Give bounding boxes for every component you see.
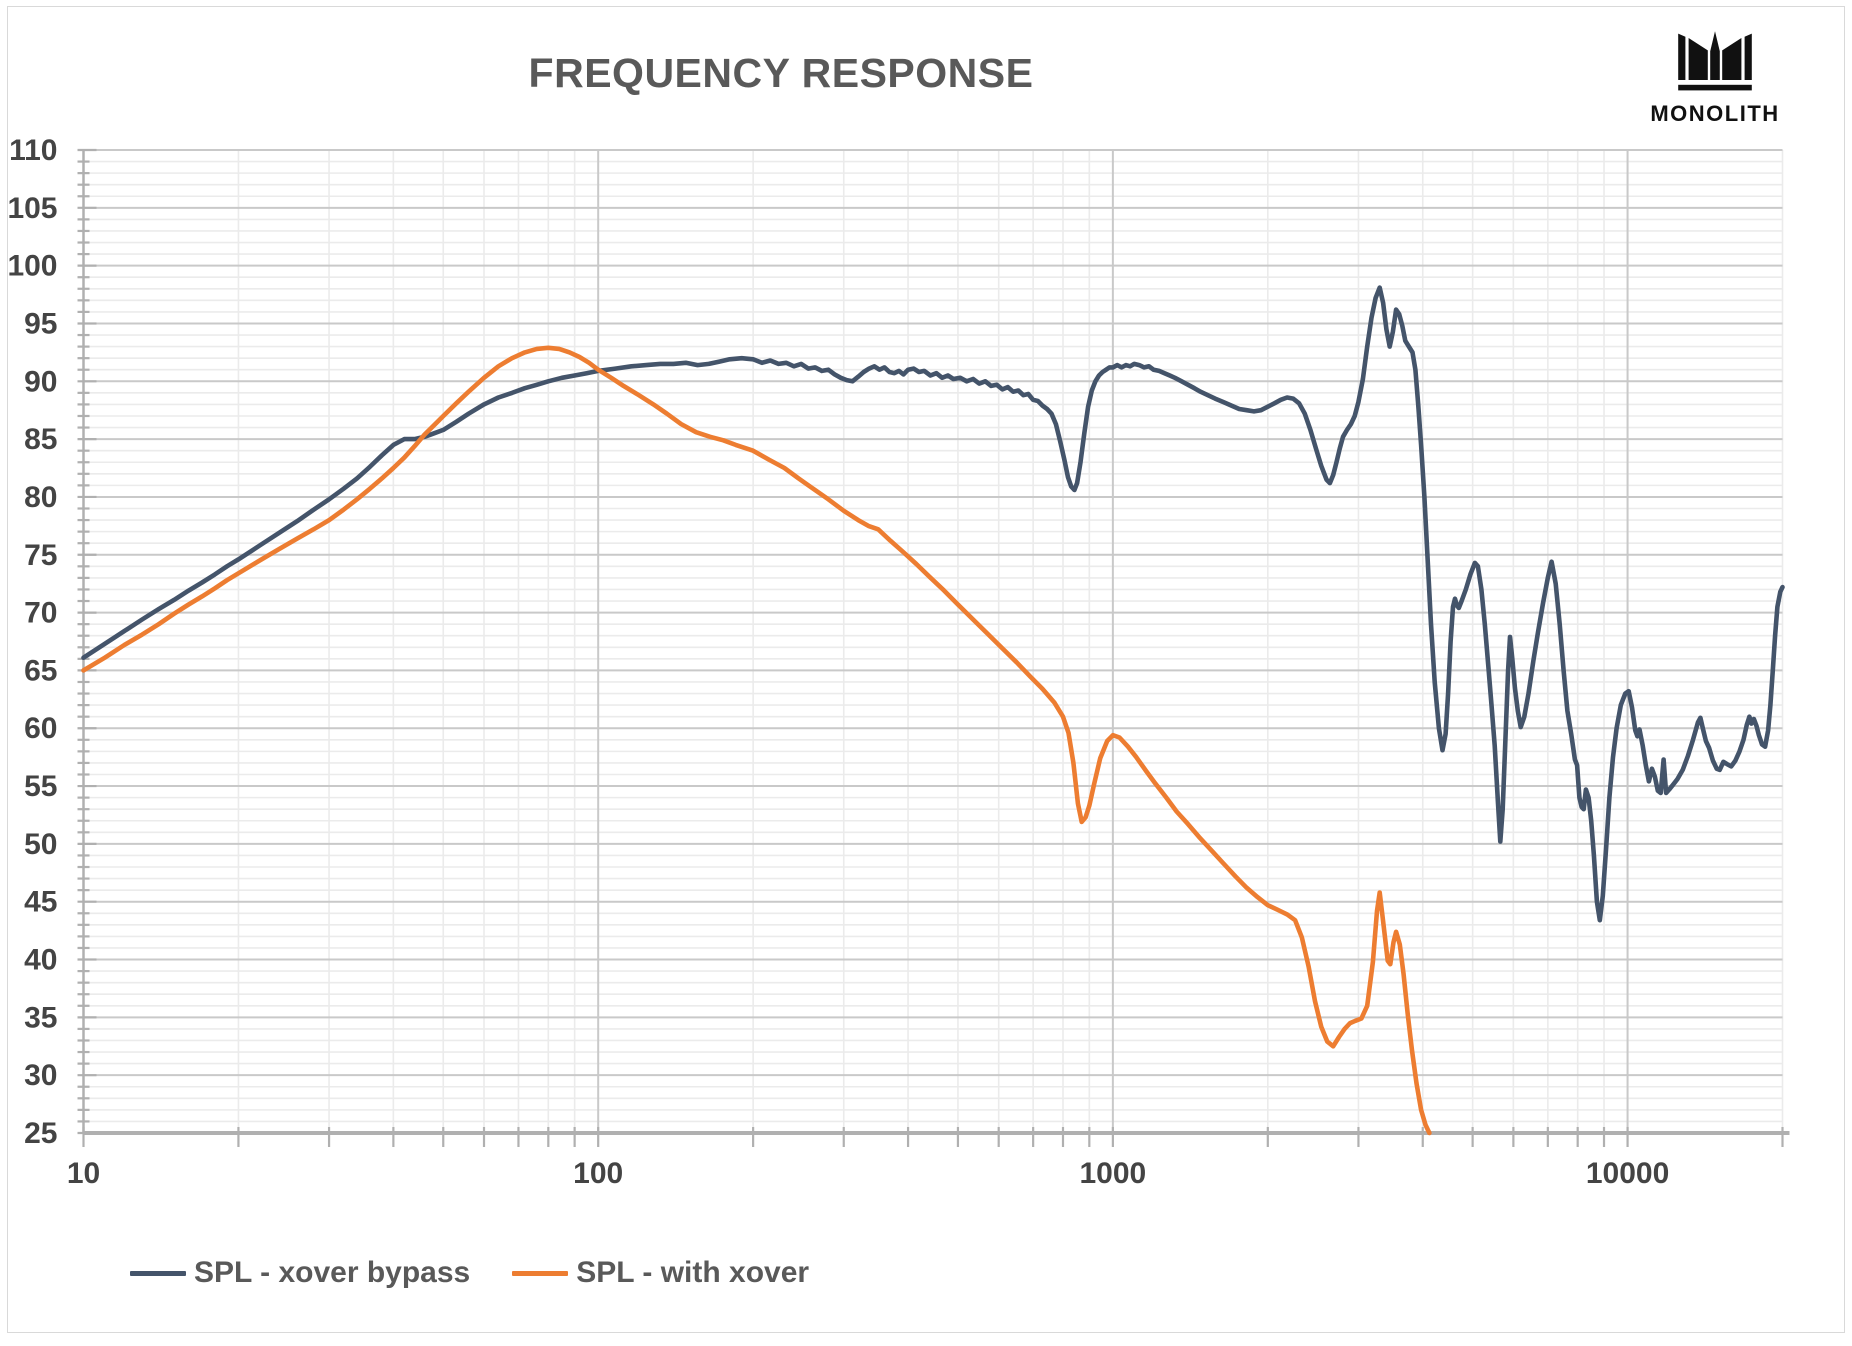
y-axis-tick-label: 70 xyxy=(24,597,57,630)
legend-label-with-xover: SPL - with xover xyxy=(576,1256,810,1289)
y-axis-tick-label: 35 xyxy=(24,1001,57,1034)
legend-swatch-xover-bypass xyxy=(130,1270,186,1276)
monolith-logo-icon xyxy=(1678,31,1752,91)
y-axis-tick-label: 95 xyxy=(24,307,57,340)
x-axis-tick-label: 100 xyxy=(573,1157,623,1190)
y-axis-tick-label: 50 xyxy=(24,828,57,861)
legend-label-xover-bypass: SPL - xover bypass xyxy=(194,1256,471,1289)
chart-legend: SPL - xover bypass SPL - with xover xyxy=(130,1256,851,1290)
legend-swatch-with-xover xyxy=(512,1270,569,1276)
legend-item-with-xover: SPL - with xover xyxy=(512,1256,809,1290)
y-axis-tick-label: 55 xyxy=(24,770,57,803)
x-axis-tick-label: 10 xyxy=(67,1157,100,1190)
series-line-spl-xover-bypass xyxy=(81,285,1785,923)
series-line-spl-with-xover xyxy=(81,345,1432,1136)
y-axis-tick-label: 45 xyxy=(24,886,57,919)
legend-item-xover-bypass: SPL - xover bypass xyxy=(130,1256,470,1290)
y-axis-tick-label: 90 xyxy=(24,365,57,398)
brand-logo: MONOLITH xyxy=(1648,22,1782,127)
y-axis-tick-label: 85 xyxy=(24,423,57,456)
chart-title: FREQUENCY RESPONSE xyxy=(528,50,1034,96)
y-axis-tick-label: 60 xyxy=(24,712,57,745)
y-axis-tick-label: 65 xyxy=(24,654,57,687)
x-axis-tick-label: 10000 xyxy=(1586,1157,1669,1190)
brand-logo-text: MONOLITH xyxy=(1650,101,1780,126)
y-axis-tick-label: 30 xyxy=(24,1059,57,1092)
x-axis-tick-label: 1000 xyxy=(1080,1157,1147,1190)
y-axis-tick-label: 40 xyxy=(24,944,57,977)
y-axis-tick-label: 75 xyxy=(24,539,57,572)
y-axis-tick-label: 100 xyxy=(7,250,57,283)
y-axis-tick-label: 110 xyxy=(9,134,57,167)
y-axis-tick-label: 25 xyxy=(24,1117,57,1150)
y-axis-tick-label: 80 xyxy=(24,481,57,514)
y-axis-tick-label: 105 xyxy=(7,192,57,225)
